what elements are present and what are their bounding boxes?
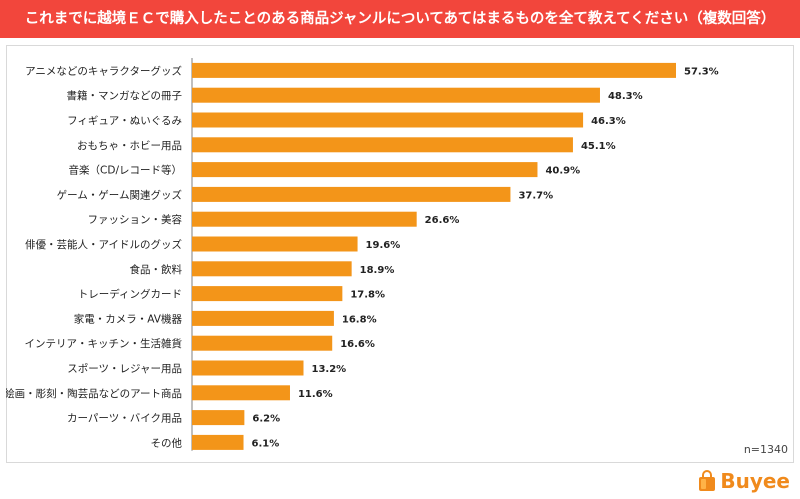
category-label: トレーディングカード [78,288,182,301]
bar [192,186,511,202]
bar [192,385,290,401]
bar [192,261,352,277]
bar [192,211,417,227]
bar [192,137,573,153]
bar [192,286,343,302]
bar [192,335,333,351]
category-label: 俳優・芸能人・アイドルのグッズ [25,238,182,251]
value-label: 16.8% [342,314,377,325]
category-label: 書籍・マンガなどの冊子 [67,89,183,102]
value-label: 11.6% [298,389,333,400]
bar [192,434,244,450]
bar [192,360,304,376]
sample-size-note: n=1340 [743,443,788,456]
value-label: 46.3% [591,116,626,127]
category-label: 家電・カメラ・AV機器 [74,312,183,325]
brand-name: Buyee [720,469,790,493]
brand-logo: Buyee [698,468,790,494]
category-label: スポーツ・レジャー用品 [67,363,182,375]
category-label: 絵画・彫刻・陶芸品などのアート商品 [6,387,182,400]
value-label: 17.8% [350,290,385,301]
category-label: アニメなどのキャラクターグッズ [25,64,182,77]
value-label: 45.1% [581,141,616,152]
bar [192,112,584,128]
value-label: 57.3% [684,66,719,77]
bar-chart: アニメなどのキャラクターグッズ 57.3% 書籍・マンガなどの冊子 48.3% フィギュ… [6,58,719,451]
bar [192,87,600,103]
bar [192,410,245,426]
value-label: 26.6% [425,215,460,226]
value-label: 16.6% [340,339,375,350]
category-label: ゲーム・ゲーム関連グッズ [57,188,182,201]
value-label: 18.9% [360,265,395,276]
value-label: 37.7% [518,190,553,201]
shopping-bag-icon [699,470,716,491]
category-label: カーパーツ・バイク用品 [67,413,182,425]
value-label: 48.3% [608,91,643,102]
category-label: おもちゃ・ホビー用品 [77,140,182,152]
value-label: 13.2% [311,364,346,375]
bar [192,162,538,178]
chart-title: これまでに越境ＥＣで購入したことのある商品ジャンルについてあてはまるものを全て教… [0,0,800,38]
category-label: 食品・飲料 [130,263,183,276]
bars-group: アニメなどのキャラクターグッズ 57.3% 書籍・マンガなどの冊子 48.3% フィギュ… [6,62,719,450]
category-label: インテリア・キッチン・生活雑貨 [25,337,183,350]
category-label: その他 [151,436,183,449]
value-label: 6.2% [252,414,280,425]
bar [192,310,334,326]
bar [192,62,676,78]
value-label: 40.9% [545,166,580,177]
bar [192,236,358,252]
value-label: 6.1% [252,438,280,449]
category-label: 音楽（CD/レコード等） [69,164,182,177]
category-label: ファッション・美容 [88,213,183,226]
value-label: 19.6% [366,240,401,251]
category-label: フィギュア・ぬいぐるみ [67,115,182,127]
